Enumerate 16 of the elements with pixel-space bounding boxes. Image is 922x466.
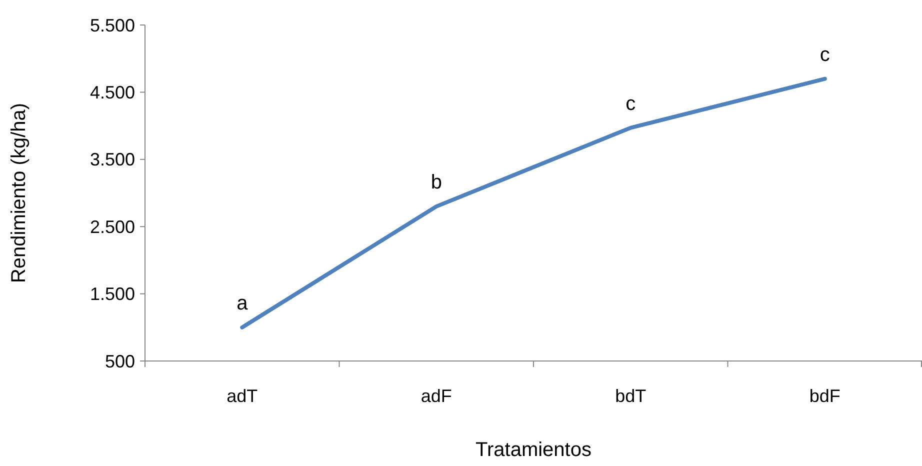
x-tick-label: bdT — [615, 386, 646, 406]
x-tick-label: adT — [226, 386, 258, 406]
annotation: b — [430, 171, 442, 194]
y-tick-label: 2.500 — [90, 216, 135, 237]
annotation: c — [820, 44, 830, 66]
annotation: c — [626, 92, 636, 115]
x-axis-title: Tratamientos — [476, 439, 592, 461]
x-tick-label: bdF — [809, 386, 840, 406]
y-tick-label: 5.500 — [90, 15, 135, 36]
y-axis-title: Rendimiento (kg/ha) — [8, 102, 30, 284]
y-tick-label: 4.500 — [90, 82, 135, 102]
y-tick-label: 500 — [104, 351, 135, 372]
y-tick-label: 1.500 — [90, 284, 135, 304]
y-tick-label: 3.500 — [90, 150, 135, 170]
annotation: a — [236, 292, 249, 314]
x-tick-label: adF — [420, 386, 452, 406]
